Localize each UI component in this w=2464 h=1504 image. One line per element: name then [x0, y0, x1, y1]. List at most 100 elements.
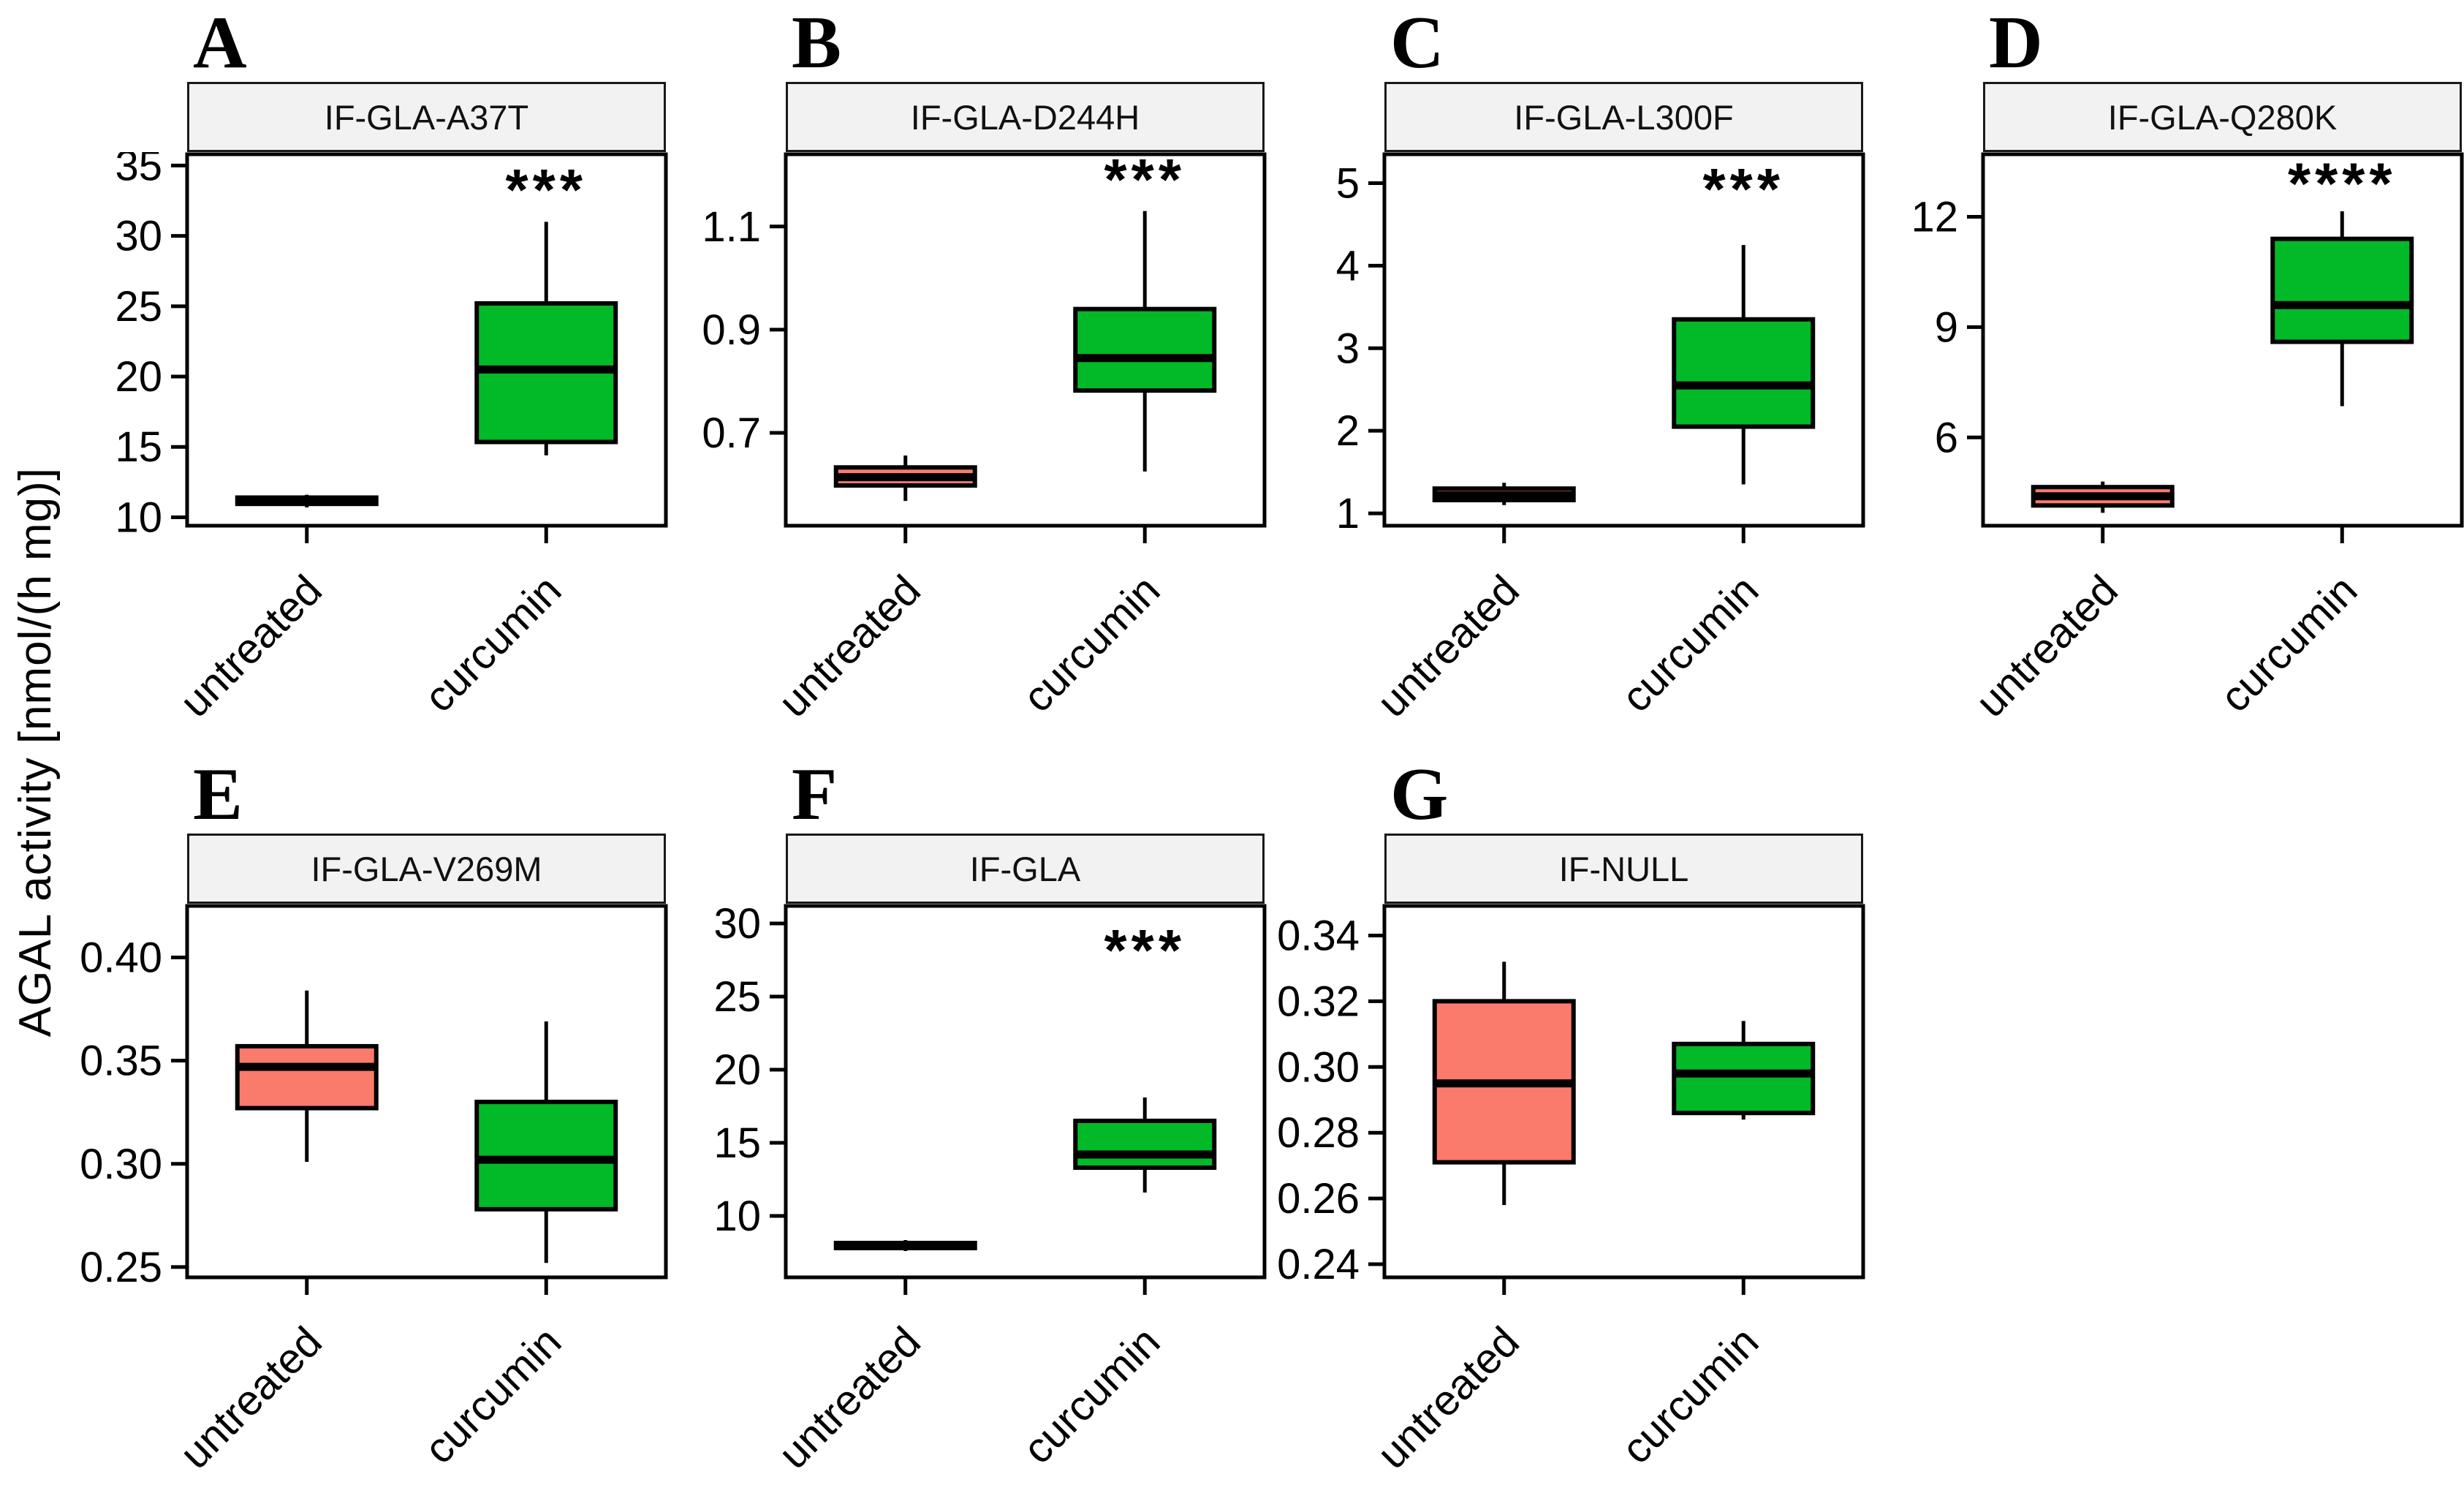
panel-letter: A — [193, 1, 247, 84]
y-tick-label: 0.28 — [1277, 1109, 1360, 1157]
x-tick-label-untreated: untreated — [1368, 566, 1528, 726]
y-tick-label: 35 — [115, 152, 162, 189]
y-tick-label: 0.26 — [1277, 1175, 1360, 1223]
facet-strip: IF-GLA-V269M — [187, 834, 666, 904]
facet-strip: IF-GLA-Q280K — [1983, 82, 2462, 152]
x-tick-label-untreated: untreated — [1368, 1318, 1528, 1478]
boxplot-canvas: 12 9 6 untreated curcumin **** — [1911, 152, 2464, 726]
boxplot-untreated — [833, 456, 977, 502]
facet-panel: G IF-NULL 0.34 0.32 0.30 0.28 0.26 0.24 untrea… — [1267, 752, 1866, 1503]
facet-title: IF-GLA-V269M — [311, 849, 542, 888]
y-tick-label: 20 — [713, 1046, 761, 1094]
significance-stars: *** — [506, 157, 587, 222]
y-tick-label: 0.30 — [80, 1141, 162, 1188]
y-tick-label: 0.30 — [1277, 1043, 1360, 1091]
box-curcumin — [1672, 1041, 1816, 1116]
panel-letter: E — [193, 753, 243, 836]
plot-border — [784, 904, 1267, 1280]
boxplot-curcumin — [1073, 1097, 1217, 1193]
significance-stars: *** — [1104, 918, 1186, 983]
x-tick-label-untreated: untreated — [770, 1318, 930, 1478]
x-tick-label-curcumin: curcumin — [1014, 566, 1169, 721]
y-tick-label: 10 — [115, 494, 162, 541]
x-tick-label-curcumin: curcumin — [415, 1318, 570, 1473]
facet-strip: IF-GLA-L300F — [1384, 82, 1863, 152]
facet-panel: D IF-GLA-Q280K 12 9 6 untreated curcumin **** — [1866, 0, 2464, 752]
facet-title: IF-GLA-D244H — [910, 97, 1140, 137]
x-tick-label-curcumin: curcumin — [1612, 566, 1767, 721]
boxplot-untreated — [235, 990, 379, 1162]
y-tick-label: 5 — [1336, 160, 1360, 208]
y-tick-label: 12 — [1911, 194, 1958, 241]
y-tick-label: 20 — [115, 353, 162, 401]
facet-panel: B IF-GLA-D244H 1.1 0.9 0.7 untreated curcumi… — [669, 0, 1267, 752]
panel-letter: D — [1989, 1, 2043, 84]
figure-grid: A IF-GLA-A37T 35 30 25 20 15 10 untreated curcu… — [70, 0, 2464, 1503]
facet-title: IF-GLA — [969, 849, 1081, 888]
facet-strip: IF-GLA-D244H — [786, 82, 1265, 152]
box-curcumin — [2270, 236, 2414, 344]
panel-letter: G — [1390, 753, 1449, 836]
x-tick-label-curcumin: curcumin — [415, 566, 570, 721]
facet-title: IF-GLA-Q280K — [2107, 97, 2338, 137]
facet-title: IF-GLA-A37T — [324, 97, 529, 137]
y-tick-label: 0.35 — [80, 1038, 162, 1085]
plot-border — [185, 152, 668, 528]
boxplot-canvas: 1.1 0.9 0.7 untreated curcumin *** — [702, 152, 1267, 726]
y-tick-label: 0.24 — [1277, 1241, 1360, 1288]
boxplot-curcumin — [1672, 245, 1816, 485]
y-tick-label: 1.1 — [702, 203, 761, 251]
y-tick-label: 30 — [713, 904, 761, 948]
x-tick-label-untreated: untreated — [1967, 566, 2127, 726]
x-tick-label-untreated: untreated — [770, 566, 930, 726]
boxplot-untreated — [1432, 961, 1576, 1206]
y-tick-label: 0.25 — [80, 1244, 162, 1291]
y-axis-label-wrap: AGAL activity [nmol/(h mg)] — [0, 0, 70, 1504]
box-curcumin — [1073, 1119, 1217, 1170]
facet-strip: IF-NULL — [1384, 834, 1863, 904]
boxplot-untreated — [833, 1240, 977, 1251]
boxplot-curcumin — [474, 222, 618, 456]
y-tick-label: 10 — [713, 1193, 761, 1240]
y-tick-label: 25 — [713, 973, 761, 1021]
y-tick-label: 25 — [115, 283, 162, 330]
boxplot-curcumin — [1073, 211, 1217, 472]
panel-letter: F — [792, 753, 838, 836]
plot-border — [784, 152, 1267, 528]
y-tick-label: 1 — [1336, 490, 1360, 537]
plot-border — [1981, 152, 2464, 528]
y-tick-label: 0.7 — [702, 409, 761, 457]
boxplot-curcumin — [2270, 211, 2414, 407]
y-tick-label: 15 — [115, 423, 162, 471]
plot-border — [185, 904, 668, 1280]
facet-panel: F IF-GLA 30 25 20 15 10 untreated curcumin *** — [669, 752, 1267, 1503]
y-tick-label: 0.40 — [80, 934, 162, 982]
y-tick-label: 0.32 — [1277, 978, 1360, 1025]
facet-title: IF-GLA-L300F — [1514, 97, 1734, 137]
facet-panel: A IF-GLA-A37T 35 30 25 20 15 10 untreated curcu… — [70, 0, 669, 752]
boxplot-untreated — [2031, 481, 2175, 513]
y-tick-label: 15 — [713, 1119, 761, 1167]
boxplot-curcumin — [1672, 1021, 1816, 1120]
y-tick-label: 9 — [1935, 303, 1958, 351]
y-tick-label: 2 — [1336, 407, 1360, 455]
y-tick-label: 3 — [1336, 325, 1360, 372]
boxplot-canvas: 30 25 20 15 10 untreated curcumin *** — [713, 904, 1267, 1478]
y-tick-label: 4 — [1336, 242, 1360, 290]
x-tick-label-curcumin: curcumin — [2211, 566, 2366, 721]
x-tick-label-untreated: untreated — [171, 566, 331, 726]
facet-strip: IF-GLA — [786, 834, 1265, 904]
boxplot-curcumin — [474, 1021, 618, 1263]
y-axis-label: AGAL activity [nmol/(h mg)] — [10, 466, 61, 1038]
box-curcumin — [1672, 317, 1816, 429]
facet-strip: IF-GLA-A37T — [187, 82, 666, 152]
plot-background — [786, 906, 1265, 1277]
x-tick-label-curcumin: curcumin — [1014, 1318, 1169, 1473]
significance-stars: *** — [1703, 156, 1784, 222]
boxplot-untreated — [1432, 483, 1576, 505]
boxplot-untreated — [235, 494, 379, 507]
facet-title: IF-NULL — [1558, 849, 1689, 888]
